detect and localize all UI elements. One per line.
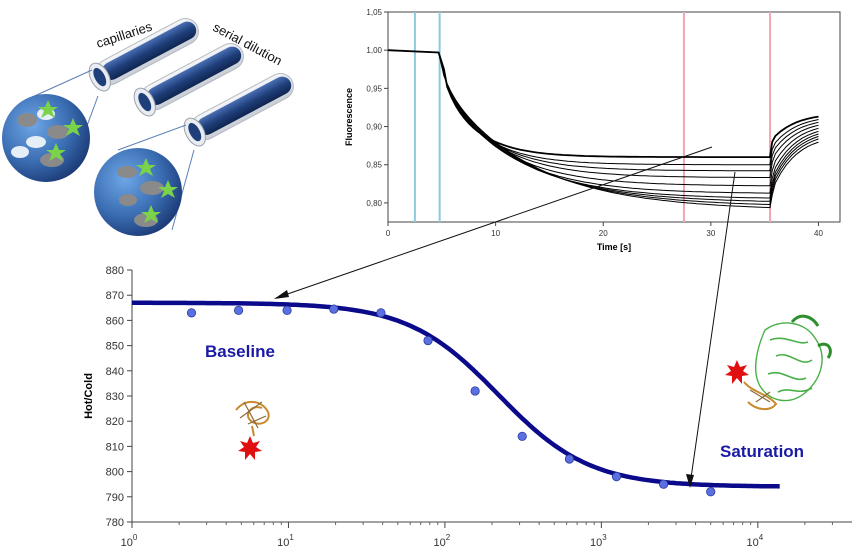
free-ligand-icon	[235, 401, 270, 460]
y-ticks: 780 790 800 810 820 830 840 850 860 870 880	[106, 265, 132, 529]
y-tick-label: 850	[106, 341, 124, 353]
series-lines	[387, 49, 819, 209]
x-tick-label: 30	[706, 229, 715, 238]
y-tick-label: 860	[106, 315, 124, 327]
y-tick-label: 0,80	[366, 199, 382, 208]
x-tick-label: 104	[746, 533, 763, 549]
x-tick-label: 0	[386, 229, 391, 238]
y-tick-label: 790	[106, 492, 124, 504]
data-point	[186, 308, 197, 318]
x-axis-label: Time [s]	[597, 242, 631, 252]
star-icon	[136, 158, 156, 176]
data-point	[282, 305, 292, 315]
x-tick-label: 10	[491, 229, 500, 238]
saturation-annotation: Saturation	[720, 442, 804, 461]
y-tick-label: 1,00	[366, 46, 382, 55]
molecule-sphere	[94, 148, 182, 236]
y-tick-label: 0,85	[366, 161, 382, 170]
data-point	[611, 472, 622, 482]
series-line	[387, 49, 819, 206]
y-tick-label: 830	[106, 391, 124, 403]
y-tick-label: 820	[106, 416, 124, 428]
x-tick-label: 100	[121, 533, 138, 549]
series-line	[387, 49, 819, 158]
arrowhead-icon	[686, 474, 694, 488]
binding-curve-chart: 100 101 102 103 104 780 790 800 810 820 830 840 850…	[83, 265, 852, 549]
y-tick-label: 800	[106, 467, 124, 479]
data-point	[329, 304, 339, 314]
y-tick-label: 0,90	[366, 123, 382, 132]
capillary-tube	[183, 73, 294, 147]
series-line	[387, 49, 819, 209]
y-tick-label: 810	[106, 441, 124, 453]
y-tick-label: 0,95	[366, 84, 382, 93]
capillary-tube	[133, 43, 244, 117]
series-line	[387, 49, 819, 202]
y-tick-label: 780	[106, 517, 124, 529]
x-ticks: 0 10 20 30 40	[386, 222, 823, 238]
x-tick-label: 102	[434, 533, 451, 549]
y-axis-label: Hot/Cold	[83, 373, 95, 419]
capillary-tube	[88, 18, 199, 92]
fluorophore-star-icon	[238, 436, 262, 460]
x-tick-label: 101	[277, 533, 294, 549]
x-tick-label: 20	[599, 229, 608, 238]
data-point	[659, 479, 669, 489]
series-line	[387, 49, 819, 199]
fit-curve	[132, 300, 780, 489]
star-icon	[141, 205, 161, 223]
data-point	[517, 431, 527, 441]
star-icon	[158, 180, 178, 198]
x-ticks: 100 101 102 103 104	[121, 522, 833, 549]
x-tick-label: 40	[814, 229, 823, 238]
data-points	[186, 304, 716, 497]
y-tick-label: 840	[106, 366, 124, 378]
fluorescence-chart: 0 10 20 30 40 0,80 0,85 0,90 0,95 1,00 1,05 Time …	[344, 8, 841, 252]
star-icon	[46, 143, 66, 161]
data-point	[233, 305, 244, 315]
y-axis-label: Fluorescence	[344, 88, 354, 146]
cursor-lines	[413, 12, 772, 222]
x-tick-label: 103	[590, 533, 607, 549]
fluorophore-star-icon	[725, 360, 749, 384]
data-point	[470, 386, 480, 396]
y-tick-label: 880	[106, 265, 124, 277]
data-point	[376, 308, 386, 318]
capillary-illustration: capillaries serial dilution	[2, 18, 294, 236]
data-point	[564, 454, 575, 464]
y-tick-label: 1,05	[366, 8, 382, 17]
data-point	[706, 487, 716, 497]
molecule-sphere	[2, 94, 90, 182]
y-tick-label: 870	[106, 290, 124, 302]
data-point	[423, 335, 433, 346]
star-icon	[38, 100, 58, 118]
arrowhead-icon	[274, 290, 289, 299]
connector-arrows	[274, 146, 736, 488]
baseline-annotation: Baseline	[205, 342, 275, 361]
bound-complex-icon	[725, 314, 832, 410]
y-ticks: 0,80 0,85 0,90 0,95 1,00 1,05	[366, 8, 388, 208]
star-icon	[63, 118, 83, 136]
